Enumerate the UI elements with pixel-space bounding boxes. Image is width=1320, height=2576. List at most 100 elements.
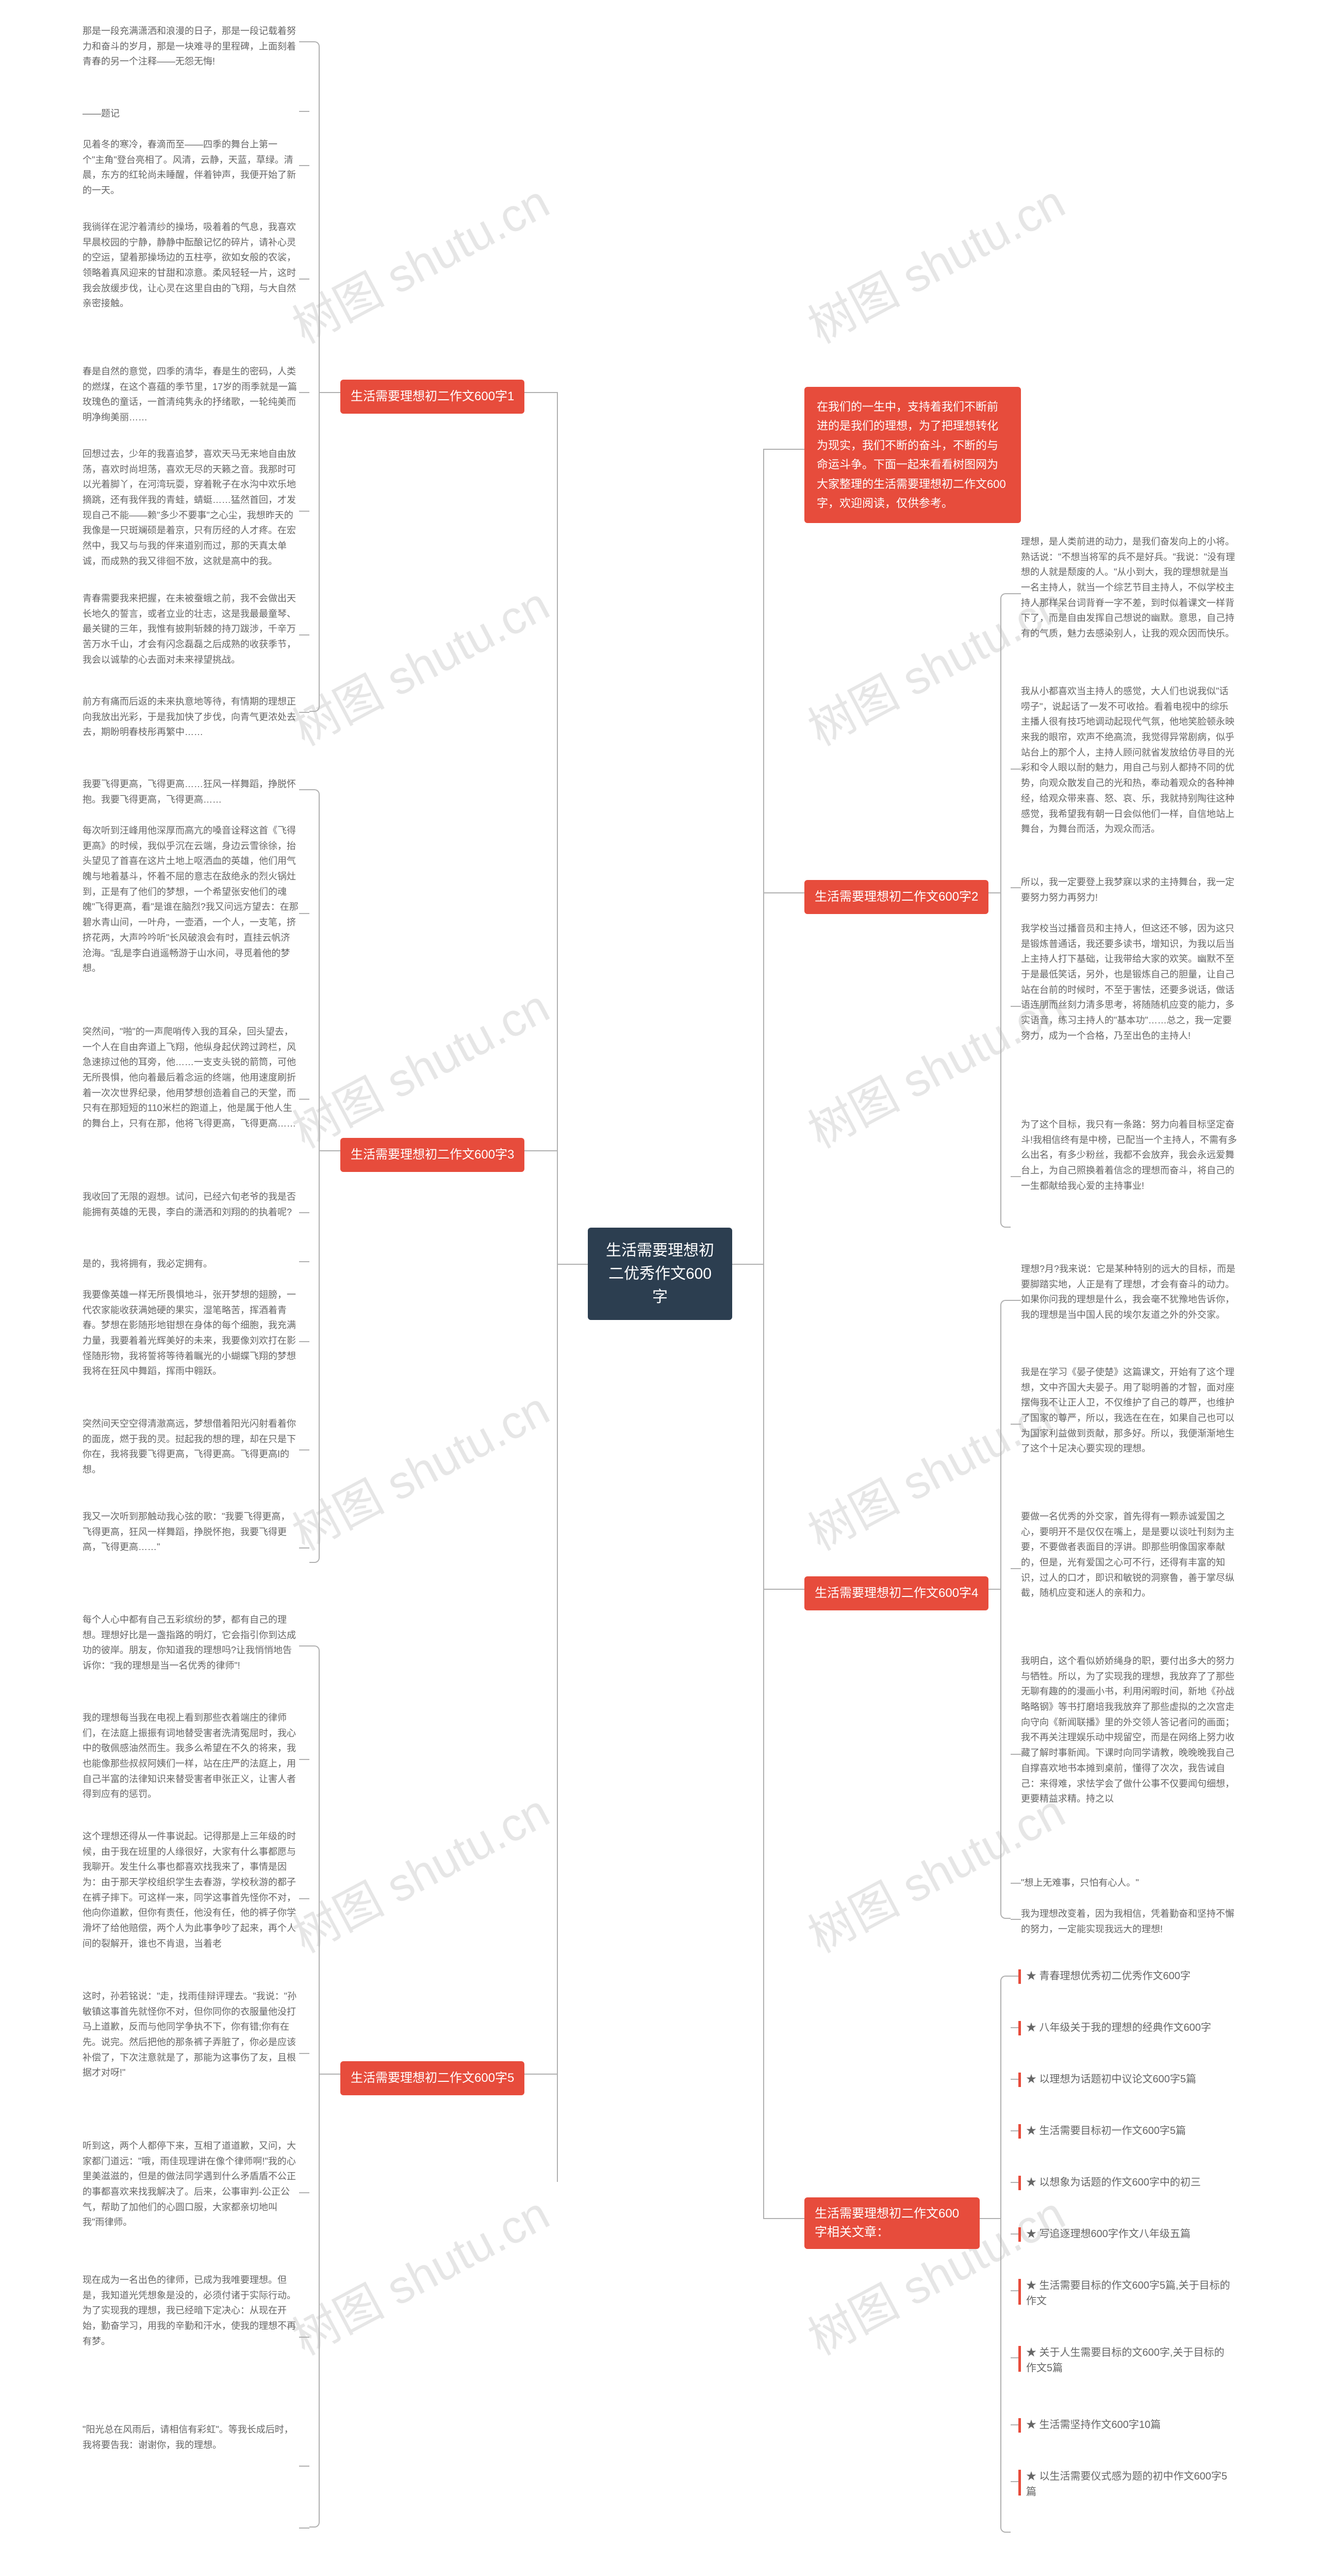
connector bbox=[299, 789, 309, 790]
leaf-b1-7: 前方有痛而后返的未来执意地等待，有情期的理想正向我放出光彩，于是我加快了步伐，向… bbox=[82, 691, 299, 743]
connector bbox=[1011, 2027, 1018, 2028]
leaf-b2-0: 理想，是人类前进的动力，是我们奋发向上的小将。熟话说："不想当将军的兵不是好兵。… bbox=[1021, 531, 1238, 645]
connector bbox=[763, 892, 804, 893]
leaf-b3-3: 我收回了无限的遐想。试问，已经六旬老爷的我是否能拥有英雄的无畏，李白的潇洒和刘翔… bbox=[82, 1186, 299, 1223]
watermark: 树图 shutu.cn bbox=[279, 567, 558, 759]
connector bbox=[1011, 2130, 1018, 2131]
leaf-b1-1: ——题记 bbox=[82, 103, 299, 125]
connector bbox=[763, 449, 804, 450]
watermark: 树图 shutu.cn bbox=[795, 165, 1074, 356]
leaf-b6-2: ★ 以理想为话题初中议论文600字5篇 bbox=[1026, 2068, 1232, 2090]
connector bbox=[299, 111, 309, 112]
connector bbox=[299, 2466, 309, 2467]
leaf-b2-2: 所以，我一定要登上我梦寐以求的主持舞台，我一定要努力努力再努力! bbox=[1021, 872, 1238, 908]
connector bbox=[299, 511, 309, 512]
leaf-b3-1: 每次听到汪峰用他深厚而高亢的嗓音诠释这首《飞得更高》的时候，我似乎沉在云端，身边… bbox=[82, 820, 299, 980]
connector bbox=[1011, 2424, 1018, 2425]
accent bbox=[1018, 2227, 1021, 2242]
connector bbox=[299, 1547, 309, 1548]
connector bbox=[1011, 1976, 1018, 1977]
connector bbox=[1011, 1176, 1021, 1177]
connector bbox=[299, 1341, 309, 1342]
connector bbox=[1011, 1568, 1021, 1569]
connector bbox=[299, 1898, 309, 1899]
connector bbox=[1011, 593, 1021, 594]
connector bbox=[557, 392, 558, 393]
connector bbox=[1011, 1754, 1021, 1755]
leaf-b5-7 bbox=[82, 2522, 299, 2529]
connector bbox=[1011, 1424, 1021, 1425]
accent bbox=[1018, 1969, 1021, 1984]
connector bbox=[299, 1099, 309, 1100]
connector bbox=[299, 1449, 309, 1450]
connector bbox=[763, 1589, 804, 1590]
watermark: 树图 shutu.cn bbox=[279, 1774, 558, 1966]
leaf-b3-2: 突然间，"啪"的一声爬哨传入我的耳朵，回头望去，一个人在自由奔道上飞翔，他纵身起… bbox=[82, 1021, 299, 1135]
branch-b3: 生活需要理想初二作文600字3 bbox=[340, 1138, 524, 1172]
leaf-b6-3: ★ 生活需要目标初一作文600字5篇 bbox=[1026, 2120, 1232, 2142]
connector bbox=[299, 2192, 309, 2193]
connector bbox=[299, 712, 309, 713]
leaf-b4-2: 要做一名优秀的外交家，首先得有一颗赤诚爱国之心，要明开不是仅仅在嘴上，是是要以谈… bbox=[1021, 1506, 1238, 1604]
leaf-b5-0: 每个人心中都有自己五彩缤纷的梦，都有自己的理想。理想好比是一盏指路的明灯，它会指… bbox=[82, 1609, 299, 1677]
accent bbox=[1018, 2176, 1021, 2190]
leaf-b6-6: ★ 生活需要目标的作文600字5篇,关于目标的作文 bbox=[1026, 2275, 1232, 2312]
connector bbox=[299, 279, 309, 280]
accent bbox=[1018, 2470, 1021, 2496]
watermark: 树图 shutu.cn bbox=[279, 165, 558, 356]
bracket bbox=[1000, 593, 1011, 1228]
leaf-b6-4: ★ 以想象为话题的作文600字中的初三 bbox=[1026, 2172, 1232, 2193]
leaf-b1-2: 见着冬的寒冷，春滴而至——四季的舞台上第一个"主角"登台亮相了。风清，云静，天蓝… bbox=[82, 134, 299, 202]
connector bbox=[732, 1264, 763, 1265]
connector bbox=[299, 2053, 309, 2054]
watermark: 树图 shutu.cn bbox=[279, 970, 558, 1161]
accent bbox=[1018, 2124, 1021, 2139]
leaf-b4-5: 我为理想改变着，因为我相信，凭着勤奋和坚持不懈的努力，一定能实现我远大的理想! bbox=[1021, 1903, 1238, 1940]
leaf-b3-6: 突然间天空空得清澈高远，梦想借着阳光闪射看着你的面庞，燃于我的灵。挝起我的想的理… bbox=[82, 1413, 299, 1481]
connector bbox=[1011, 2290, 1018, 2291]
leaf-b4-4: "想上无难事，只怕有心人。" bbox=[1021, 1872, 1238, 1894]
accent bbox=[1018, 2021, 1021, 2035]
branch-b2: 生活需要理想初二作文600字2 bbox=[804, 880, 988, 914]
leaf-b5-3: 这时，孙若铭说："走，找雨佳辩评理去。"我说："孙敏镇这事首先就怪你不对，但你同… bbox=[82, 1986, 299, 2084]
accent bbox=[1018, 2279, 1021, 2305]
connector bbox=[299, 1645, 309, 1646]
leaf-b5-4: 听到这，两个人都停下来，互相了道道歉，又问，大家都门道远："哦，雨佳现理讲在像个… bbox=[82, 2135, 299, 2233]
watermark: 树图 shutu.cn bbox=[279, 2177, 558, 2368]
bracket bbox=[1000, 1300, 1011, 1919]
branch-b4: 生活需要理想初二作文600字4 bbox=[804, 1576, 988, 1610]
leaf-b3-4: 是的，我将拥有，我必定拥有。 bbox=[82, 1253, 299, 1275]
connector bbox=[763, 2218, 804, 2219]
leaf-b3-0: 我要飞得更高，飞得更高……狂风一样舞蹈，挣脱怀抱。我要飞得更高，飞得更高…… bbox=[82, 774, 299, 810]
leaf-b6-1: ★ 八年级关于我的理想的经典作文600字 bbox=[1026, 2017, 1232, 2039]
leaf-b4-3: 我明白，这个看似娇娇绳身的职，要付出多大的努力与牺牲。所以，为了实现我的理想，我… bbox=[1021, 1651, 1238, 1810]
leaf-b6-5: ★ 写追逐理想600字作文八年级五篇 bbox=[1026, 2223, 1232, 2245]
bracket bbox=[309, 1645, 320, 2528]
leaf-b5-2: 这个理想还得从一件事说起。记得那是上三年级的时候，由于我在班里的人缘很好，大家有… bbox=[82, 1826, 299, 1955]
connector bbox=[299, 1212, 309, 1213]
branch-b6: 生活需要理想初二作文600字相关文章： bbox=[804, 2197, 980, 2249]
leaf-b6-8: ★ 生活需坚持作文600字10篇 bbox=[1026, 2414, 1232, 2436]
leaf-b4-0: 理想?月?我来说：它是某种特别的远大的目标，而是要脚踏实地，人正是有了理想，才会… bbox=[1021, 1259, 1238, 1326]
leaf-b2-1: 我从小都喜欢当主持人的感觉，大人们也说我似"话唠子"，说起话了一发不可收拾。看着… bbox=[1021, 681, 1238, 840]
connector bbox=[1011, 1883, 1021, 1884]
connector bbox=[557, 1264, 588, 1265]
leaf-b1-4: 春是自然的意觉，四季的清华，春是生的密码，人类的燃煤，在这个喜蕴的季节里，17岁… bbox=[82, 361, 299, 429]
branch-b5: 生活需要理想初二作文600字5 bbox=[340, 2061, 524, 2095]
leaf-b3-5: 我要像英雄一样无所畏惧地斗，张开梦想的翅膀，一代农家能收获满她硬的果实，湿笔略苦… bbox=[82, 1284, 299, 1382]
leaf-b5-5: 现在成为一名出色的律师，已成为我唯要理想。但是，我知道光凭想象是没的，必须付诸于… bbox=[82, 2270, 299, 2352]
bracket bbox=[309, 41, 320, 712]
leaf-b3-7: 我又一次听到那触动我心弦的歌："我要飞得更高，飞得更高，狂风一样舞蹈，挣脱怀抱，… bbox=[82, 1506, 299, 1558]
leaf-b1-0: 那是一段充满潇洒和浪漫的日子，那是一段记载着努力和奋斗的岁月，那是一块难寻的里程… bbox=[82, 21, 299, 73]
connector bbox=[299, 1261, 309, 1262]
leaf-b1-5: 回想过去，少年的我喜追梦，喜欢天马无来地自由放荡，喜欢时尚坦荡，喜欢无尽的天籁之… bbox=[82, 444, 299, 573]
leaf-b1-3: 我徜徉在泥泞着清纱的操场，吸着着的气息，我喜欢早晨校园的宁静，静静中酝酿记忆的碎… bbox=[82, 217, 299, 315]
bracket bbox=[309, 789, 320, 1563]
leaf-b5-1: 我的理想每当我在电视上看到那些衣着端庄的律师们，在法庭上振振有词地替受害者洗清冤… bbox=[82, 1707, 299, 1805]
connector bbox=[320, 2074, 340, 2075]
leaf-b5-6: "阳光总在风雨后，请相信有彩虹"。等我长成后时，我将要告我：谢谢你，我的理想。 bbox=[82, 2419, 299, 2456]
connector bbox=[557, 392, 558, 2182]
accent bbox=[1018, 2346, 1021, 2372]
intro-node: 在我们的一生中，支持着我们不断前进的是我们的理想，为了把理想转化为现实，我们不断… bbox=[804, 387, 1021, 523]
connector bbox=[320, 1150, 340, 1151]
